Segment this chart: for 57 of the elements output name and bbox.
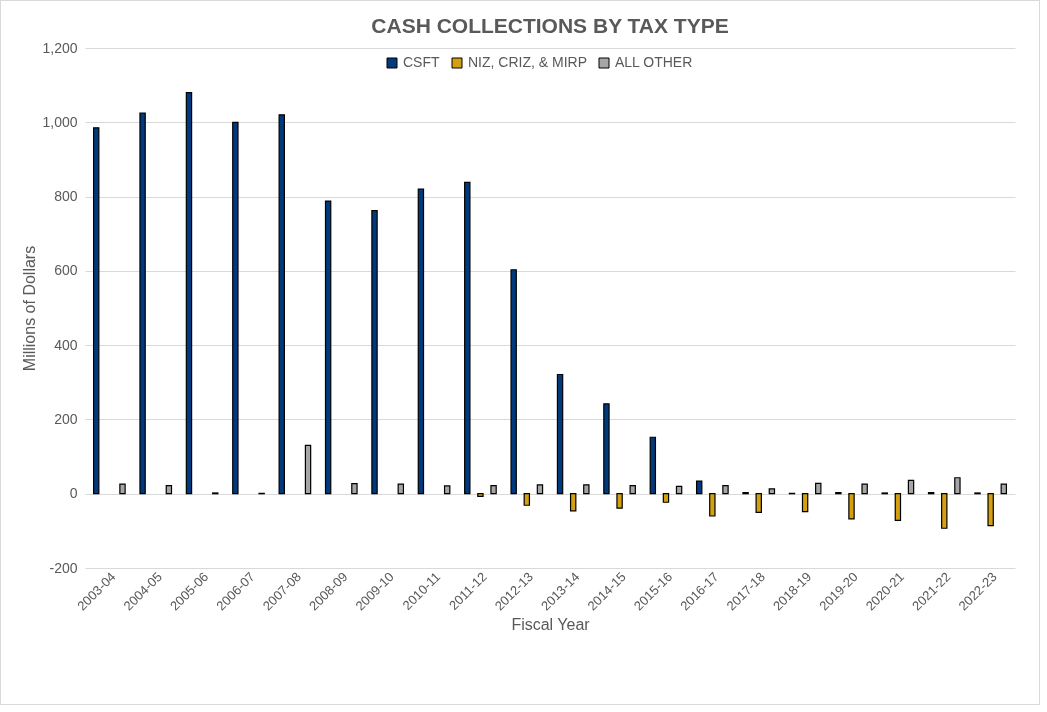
bar bbox=[304, 444, 312, 495]
bar bbox=[490, 484, 497, 495]
legend-label: CSFT bbox=[403, 54, 440, 70]
y-tick-label: 800 bbox=[54, 188, 78, 205]
bar bbox=[987, 493, 994, 527]
y-tick-label: 200 bbox=[54, 410, 78, 427]
bar bbox=[324, 200, 332, 495]
bar bbox=[649, 436, 657, 495]
x-axis-title: Fiscal Year bbox=[511, 616, 591, 634]
y-tick-label: 1,200 bbox=[42, 39, 78, 56]
bar bbox=[755, 493, 762, 513]
bar bbox=[722, 484, 729, 495]
bar bbox=[556, 373, 564, 495]
bar bbox=[709, 493, 716, 517]
bar bbox=[1000, 483, 1008, 495]
bar bbox=[662, 493, 670, 503]
bar bbox=[768, 488, 776, 495]
bar bbox=[861, 483, 868, 495]
bar bbox=[603, 403, 610, 495]
legend-label: ALL OTHER bbox=[615, 54, 693, 70]
y-tick-label: 600 bbox=[54, 262, 78, 279]
bar bbox=[443, 485, 451, 495]
y-axis-title: Millions of Dollars bbox=[21, 245, 39, 372]
bar bbox=[695, 480, 703, 495]
bar bbox=[232, 121, 239, 495]
bar bbox=[815, 482, 822, 495]
bar bbox=[848, 493, 855, 520]
bar bbox=[278, 114, 285, 495]
y-tick-label: 1,000 bbox=[42, 113, 78, 130]
bar bbox=[616, 493, 623, 509]
bar bbox=[907, 479, 915, 495]
bar bbox=[92, 127, 100, 495]
bar bbox=[941, 493, 948, 529]
bar bbox=[397, 483, 405, 495]
bar bbox=[464, 181, 471, 495]
bar bbox=[523, 493, 531, 506]
bar bbox=[371, 210, 378, 495]
bar bbox=[119, 483, 126, 495]
y-tick-label: 400 bbox=[54, 336, 78, 353]
bar bbox=[510, 269, 517, 495]
bar bbox=[417, 188, 425, 495]
bar bbox=[351, 483, 358, 495]
bar bbox=[629, 484, 636, 495]
chart-title: CASH COLLECTIONS BY TAX TYPE bbox=[371, 14, 729, 37]
y-tick-label: -200 bbox=[49, 559, 78, 576]
bar bbox=[569, 493, 577, 512]
bar bbox=[801, 493, 809, 513]
bar bbox=[894, 493, 902, 522]
bar bbox=[477, 493, 484, 497]
bar bbox=[165, 484, 173, 495]
bar bbox=[139, 112, 146, 495]
legend-label: NIZ, CRIZ, & MIRP bbox=[468, 54, 587, 70]
bar bbox=[536, 484, 544, 495]
bar bbox=[185, 91, 193, 495]
bar bbox=[583, 484, 590, 495]
y-tick-label: 0 bbox=[69, 485, 78, 502]
bar bbox=[954, 477, 961, 495]
